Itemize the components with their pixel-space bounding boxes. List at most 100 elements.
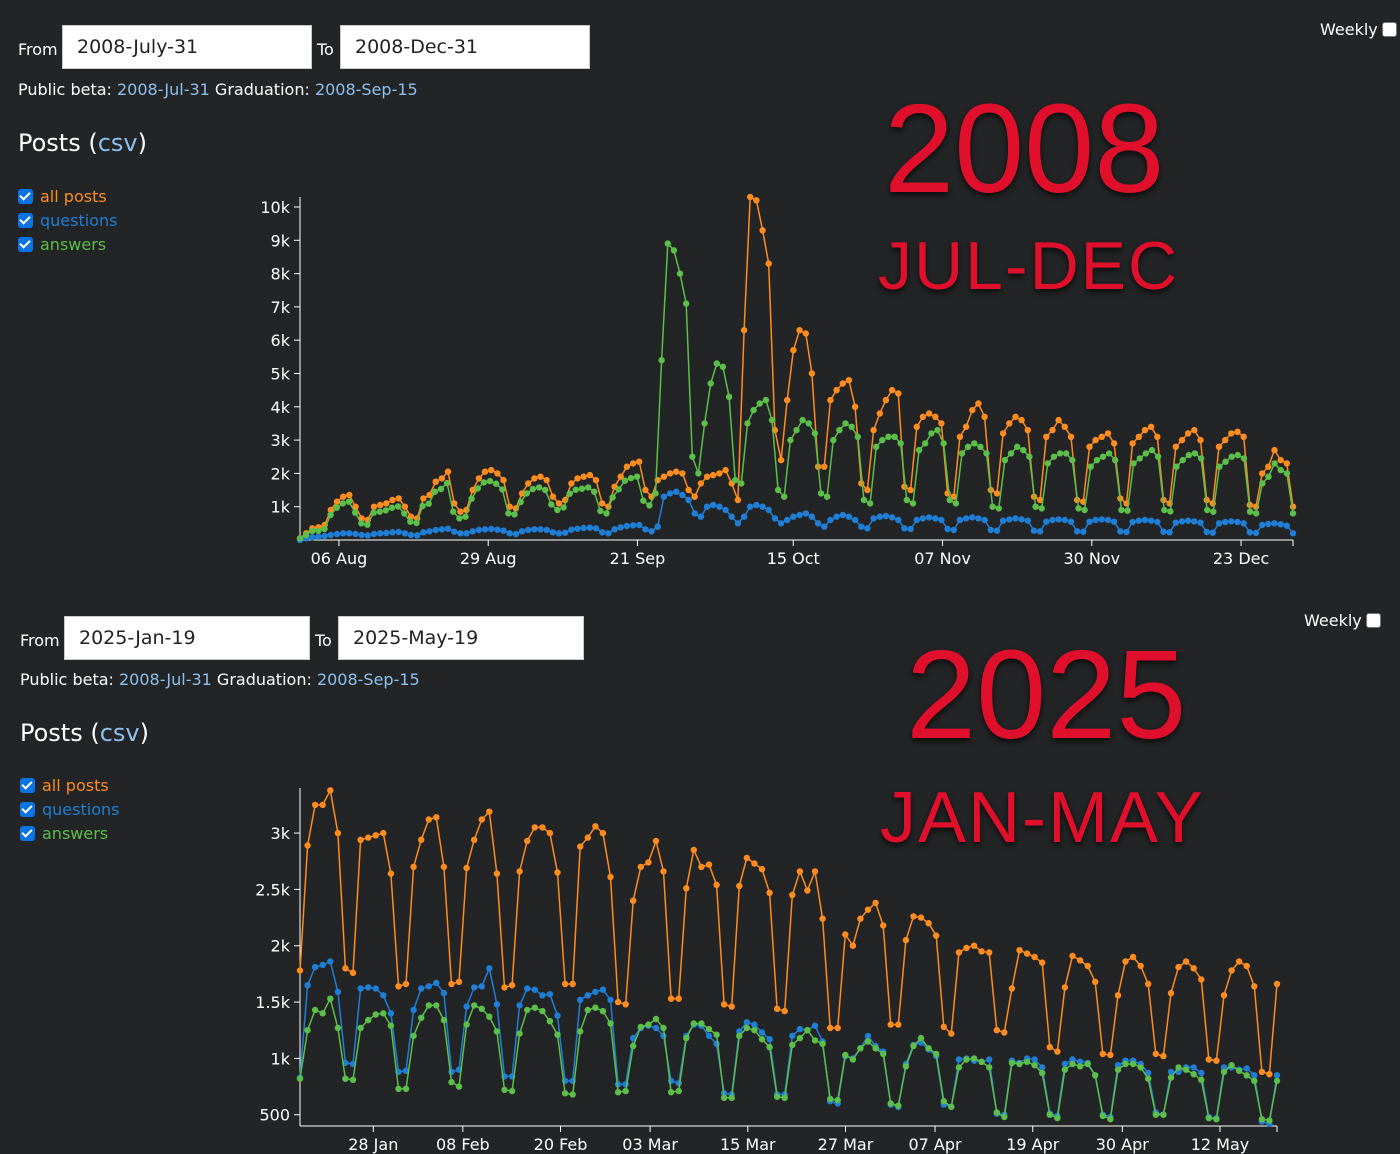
data-point-answers: [1271, 460, 1278, 467]
data-point-all-posts: [537, 473, 544, 480]
data-point-answers: [652, 490, 659, 497]
answers-checkbox[interactable]: [20, 825, 35, 841]
data-point-all-posts: [736, 882, 743, 890]
legend-answers[interactable]: answers: [20, 821, 119, 845]
all-posts-checkbox[interactable]: [18, 188, 33, 204]
weekly-toggle[interactable]: Weekly: [1304, 611, 1381, 630]
data-point-all-posts: [940, 1023, 947, 1031]
data-point-all-posts: [395, 495, 402, 502]
data-point-answers: [1277, 466, 1284, 474]
data-point-all-posts: [1107, 1051, 1114, 1059]
data-point-answers: [462, 513, 469, 520]
questions-checkbox[interactable]: [20, 801, 35, 817]
data-point-all-posts: [858, 480, 865, 487]
to-date-input[interactable]: [338, 616, 584, 660]
data-point-answers: [897, 440, 904, 447]
data-point-all-posts: [1154, 433, 1161, 440]
data-point-questions: [383, 529, 390, 537]
data-point-answers: [630, 1042, 637, 1050]
series-line-all-posts: [299, 787, 1278, 1076]
data-point-questions: [796, 1025, 804, 1033]
data-point-answers: [1007, 450, 1015, 457]
graduation-link[interactable]: 2008-Sep-15: [314, 80, 418, 99]
data-point-answers: [401, 510, 408, 517]
public-beta-link[interactable]: 2008-Jul-31: [119, 670, 212, 689]
from-date-input[interactable]: [62, 25, 312, 69]
graduation-link[interactable]: 2008-Sep-15: [316, 670, 420, 689]
questions-label: questions: [40, 210, 118, 230]
data-point-questions: [471, 984, 478, 991]
data-point-all-posts: [475, 475, 483, 482]
data-point-questions: [925, 514, 933, 521]
data-point-all-posts: [327, 787, 334, 794]
answers-label: answers: [42, 823, 109, 843]
data-point-all-posts: [448, 980, 455, 988]
y-tick-label: 3k: [271, 431, 291, 450]
data-point-answers: [505, 510, 512, 517]
data-point-answers: [917, 1034, 925, 1042]
data-point-all-posts: [1145, 980, 1152, 988]
questions-checkbox[interactable]: [18, 212, 33, 228]
data-point-questions: [599, 529, 606, 536]
data-point-questions: [1098, 516, 1106, 523]
data-point-all-posts: [377, 501, 384, 509]
data-point-all-posts: [1110, 440, 1118, 447]
data-point-all-posts: [819, 915, 826, 922]
csv-link[interactable]: csv: [97, 129, 138, 157]
data-point-answers: [720, 1094, 728, 1101]
to-date-input[interactable]: [340, 25, 590, 69]
data-point-answers: [440, 1016, 448, 1024]
weekly-checkbox[interactable]: [1365, 613, 1381, 628]
data-point-questions: [1039, 1064, 1046, 1071]
answers-checkbox[interactable]: [18, 236, 33, 252]
data-point-answers: [977, 443, 984, 450]
data-point-questions: [713, 1040, 720, 1047]
data-point-all-posts: [494, 470, 501, 477]
data-point-questions: [703, 503, 711, 510]
all-posts-checkbox[interactable]: [20, 777, 35, 793]
data-point-questions: [751, 1021, 758, 1028]
legend-questions[interactable]: questions: [18, 208, 117, 232]
data-point-questions: [433, 979, 440, 987]
data-point-answers: [572, 486, 579, 493]
data-point-answers: [948, 1103, 955, 1110]
data-point-questions: [1080, 528, 1087, 535]
data-point-questions: [1076, 1058, 1084, 1065]
legend-all-posts[interactable]: all posts: [18, 184, 117, 208]
data-point-all-posts: [698, 863, 705, 871]
data-point-answers: [561, 1090, 569, 1097]
data-point-answers: [370, 509, 377, 516]
y-tick-label: 4k: [271, 398, 291, 417]
legend-questions[interactable]: questions: [20, 797, 119, 821]
data-point-answers: [751, 1027, 758, 1034]
data-point-all-posts: [501, 984, 508, 991]
data-point-all-posts: [471, 836, 478, 843]
data-point-questions: [858, 523, 865, 530]
data-point-answers: [365, 1016, 372, 1024]
data-point-questions: [592, 525, 600, 532]
legend-all-posts[interactable]: all posts: [20, 773, 119, 797]
csv-link[interactable]: csv: [99, 719, 140, 747]
from-date-input[interactable]: [64, 616, 310, 660]
legend-answers[interactable]: answers: [18, 232, 117, 256]
data-point-questions: [516, 1002, 523, 1009]
data-point-answers: [728, 1094, 735, 1101]
data-point-all-posts: [986, 949, 993, 956]
data-point-answers: [352, 509, 359, 516]
data-point-questions: [1184, 517, 1192, 524]
data-point-answers: [554, 506, 561, 514]
data-point-all-posts: [790, 347, 797, 354]
data-point-questions: [506, 530, 513, 537]
data-point-answers: [842, 420, 849, 427]
data-point-all-posts: [1067, 433, 1075, 440]
data-point-questions: [851, 516, 859, 524]
weekly-checkbox[interactable]: [1381, 22, 1397, 37]
data-point-all-posts: [969, 406, 976, 414]
public-beta-link[interactable]: 2008-Jul-31: [117, 80, 210, 99]
data-point-all-posts: [518, 490, 526, 497]
data-point-questions: [888, 514, 896, 521]
data-point-questions: [691, 510, 698, 517]
data-point-all-posts: [387, 870, 395, 877]
data-point-all-posts: [796, 327, 803, 334]
weekly-toggle[interactable]: Weekly: [1320, 20, 1397, 39]
